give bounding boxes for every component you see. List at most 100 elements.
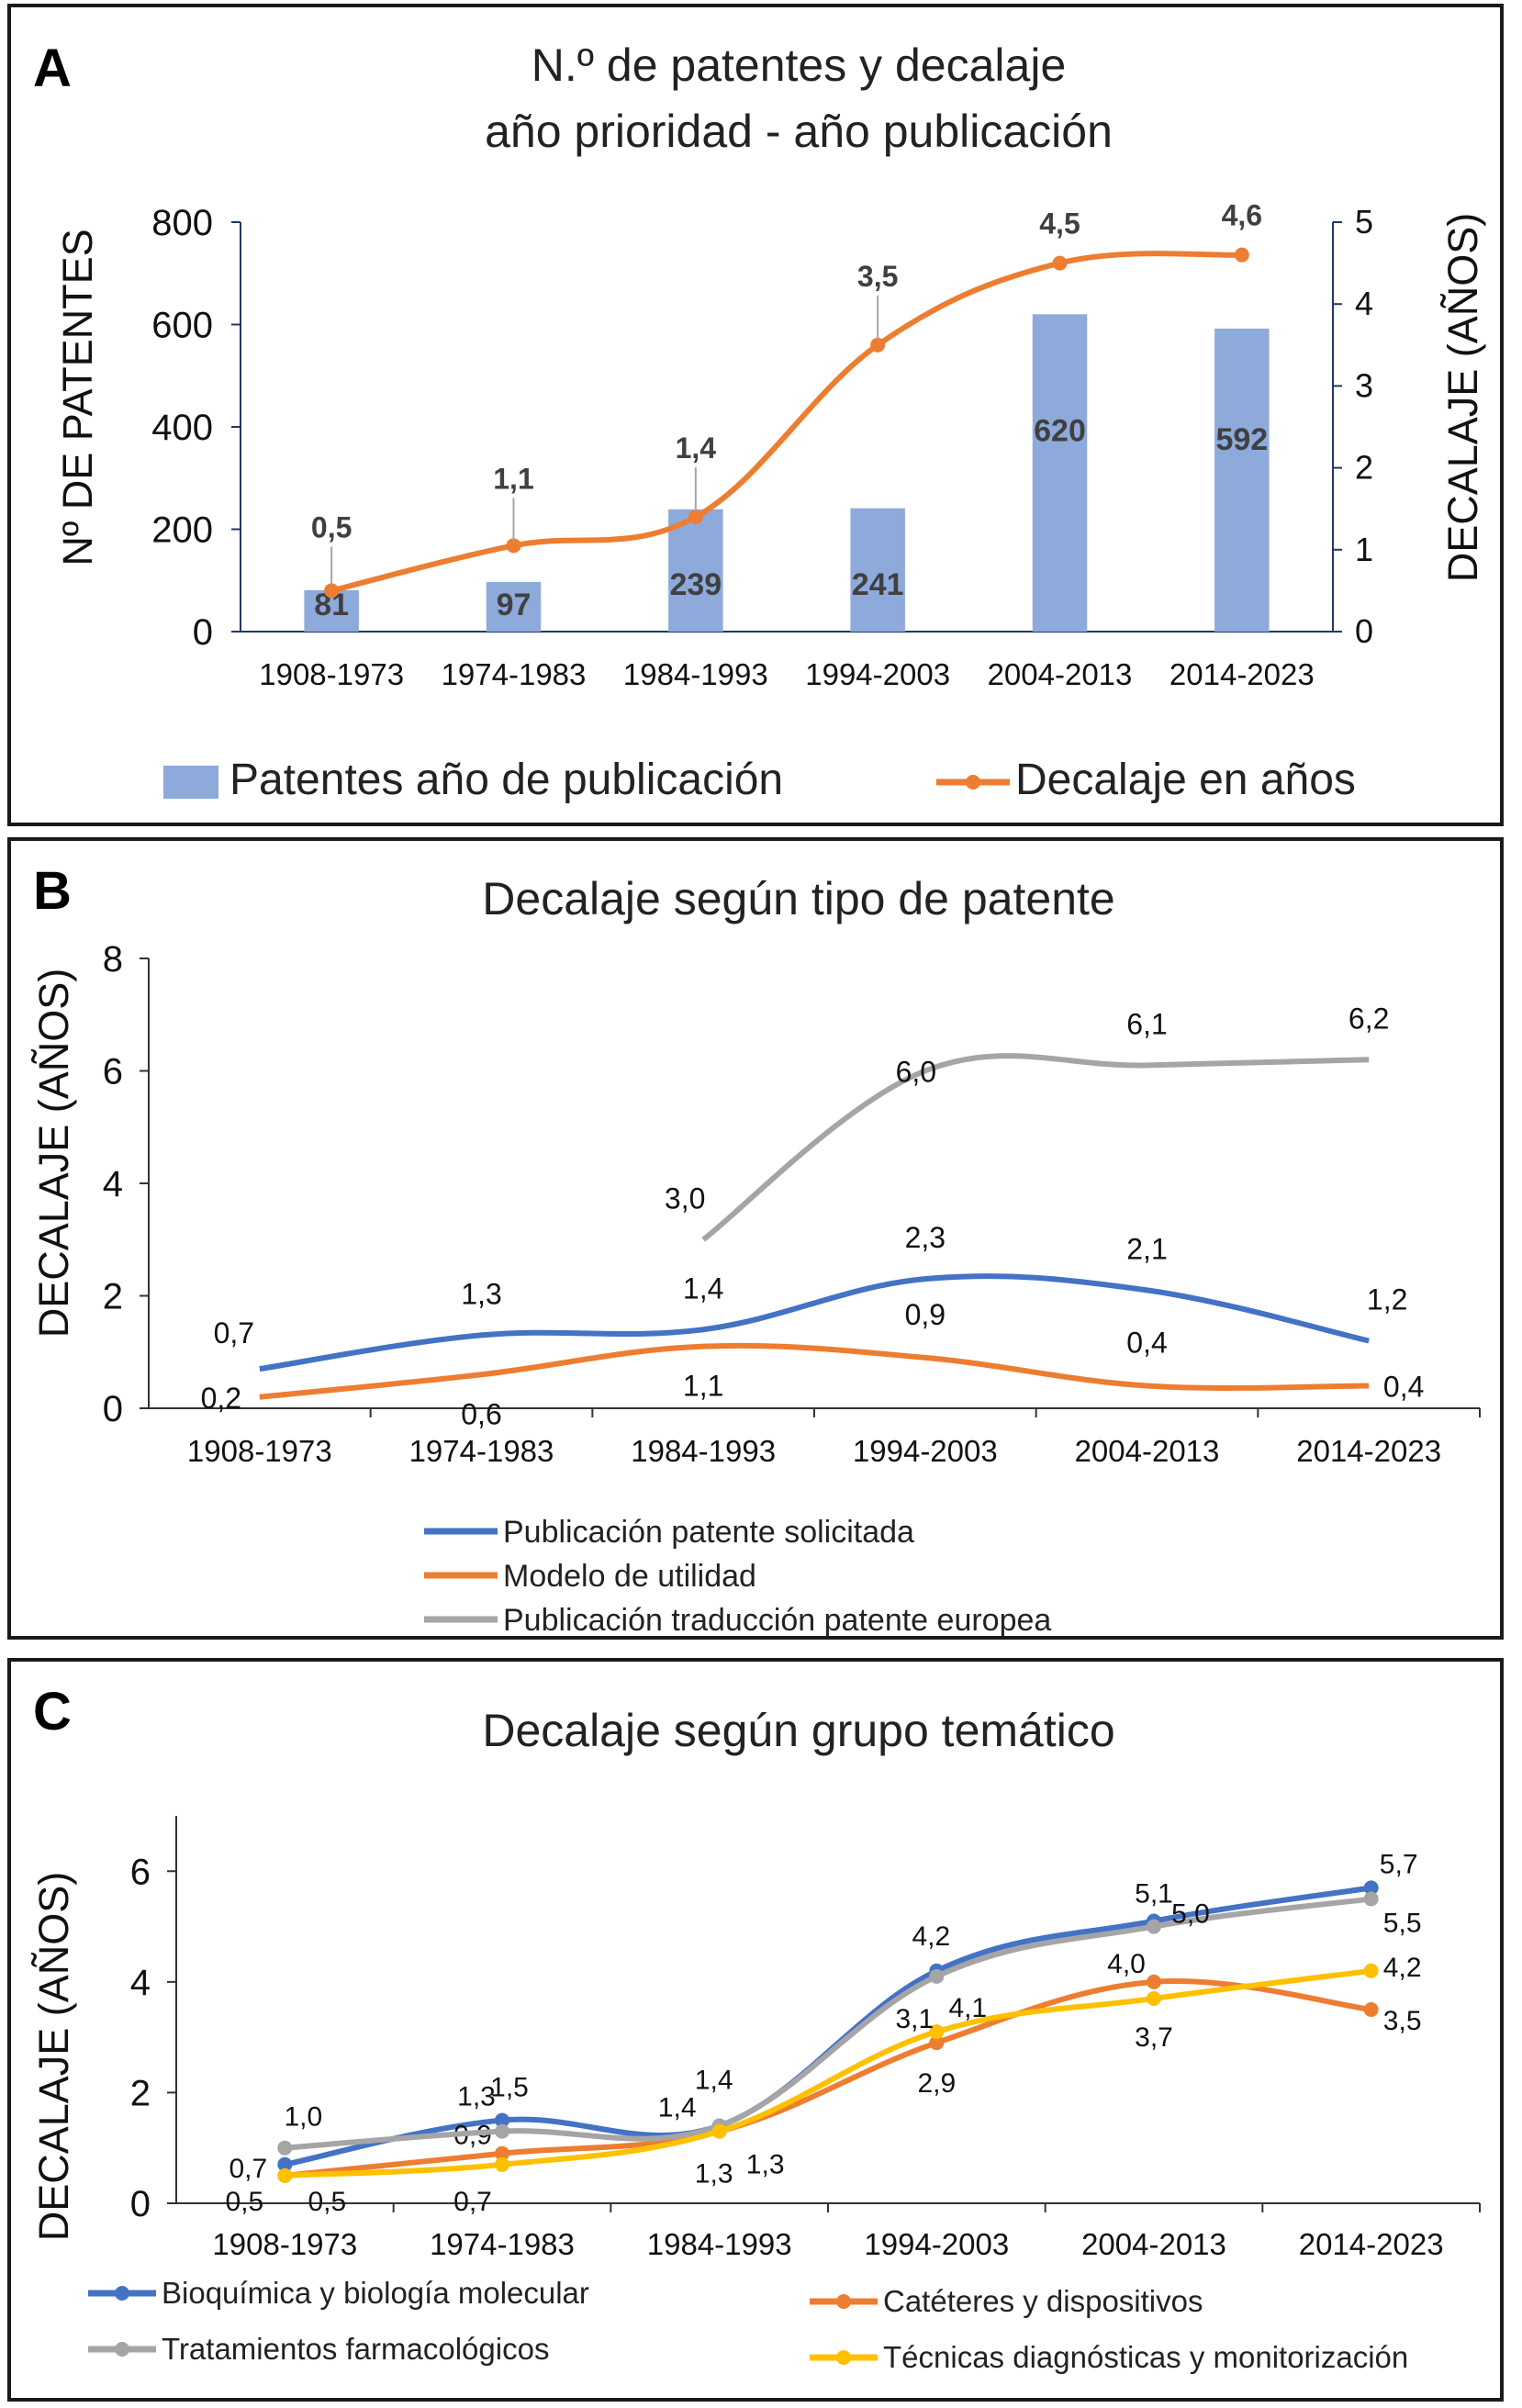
chart-c-line-series-0 <box>284 1885 1372 2167</box>
chart-a-ytick-label: 400 <box>151 408 213 448</box>
chart-b-data-label: 6,1 <box>1126 1007 1167 1040</box>
chart-c-data-label: 4,0 <box>1107 1949 1146 1979</box>
chart-c-data-label: 1,3 <box>695 2159 733 2190</box>
chart-b-title: Decalaje según tipo de patente <box>482 873 1114 924</box>
chart-b-ytick-label: 0 <box>103 1389 123 1429</box>
chart-a-ylabel: Nº DE PATENTES <box>54 229 101 566</box>
legend-c-marker-0 <box>115 2286 129 2301</box>
chart-a-y2tick-label: 2 <box>1355 449 1373 487</box>
chart-b-data-label: 6,2 <box>1349 1002 1389 1035</box>
chart-c-ytick-label: 4 <box>130 1963 151 2003</box>
chart-a-bar-label: 620 <box>1034 414 1086 449</box>
legend-b-label-2: Publicación traducción patente europea <box>503 1603 1051 1636</box>
chart-a-title-line1: N.º de patentes y decalaje <box>532 39 1067 91</box>
chart-c-data-label: 0,5 <box>225 2187 263 2217</box>
legend-c-label-2: Tratamientos farmacológicos <box>162 2332 549 2366</box>
legend-c-label-3: Técnicas diagnósticas y monitorización <box>883 2340 1408 2374</box>
chart-b-data-label: 0,9 <box>905 1298 946 1331</box>
chart-a-title-line2: año prioridad - año publicación <box>485 106 1113 157</box>
chart-b-xtick-label: 1994-2003 <box>853 1434 998 1468</box>
chart-c-xtick-label: 1974-1983 <box>430 2227 575 2261</box>
legend-c-marker-1 <box>836 2294 851 2309</box>
chart-a-line-label: 0,5 <box>311 510 352 543</box>
chart-c-data-label: 1,3 <box>457 2082 496 2112</box>
chart-c-data-label: 1,4 <box>695 2066 733 2096</box>
chart-a-bar <box>486 581 542 632</box>
legend-c-label-0: Bioquímica y biología molecular <box>162 2276 589 2310</box>
chart-a-line-point <box>506 538 521 554</box>
chart-a-ytick-label: 200 <box>151 510 213 551</box>
chart-c: C Decalaje según grupo temático DECALAJE… <box>30 1682 1481 2374</box>
chart-b-ytick-label: 6 <box>103 1052 123 1092</box>
chart-c-line-point <box>495 2112 509 2128</box>
chart-c-line-point <box>277 2167 293 2183</box>
chart-c-line-point <box>929 2035 945 2051</box>
chart-c-data-label: 5,7 <box>1380 1849 1418 1879</box>
chart-a-line-label: 1,1 <box>493 462 533 495</box>
chart-b-data-label: 0,4 <box>1383 1371 1424 1404</box>
chart-c-ytick-label: 6 <box>130 1852 151 1892</box>
chart-b-data-label: 2,3 <box>905 1221 946 1254</box>
chart-c-data-label: 1,3 <box>746 2150 785 2180</box>
chart-c-data-label: 5,1 <box>1135 1879 1173 1910</box>
chart-a-line-point <box>324 583 340 599</box>
chart-c-line-series-1 <box>285 1978 1372 2178</box>
chart-b-data-label: 0,6 <box>461 1397 501 1430</box>
chart-c-line-point <box>495 2156 509 2172</box>
chart-a-line-decalaje <box>330 251 1242 594</box>
chart-a-xtick-label: 1908-1973 <box>259 657 404 691</box>
chart-b-xtick-label: 2004-2013 <box>1075 1434 1220 1468</box>
chart-c-line-point <box>929 2024 945 2040</box>
chart-c-line-point <box>1363 1891 1379 1907</box>
chart-c-ytick-label: 0 <box>130 2184 151 2224</box>
chart-c-line-point <box>1147 1990 1161 2006</box>
chart-c-data-label: 1,5 <box>490 2073 529 2103</box>
chart-a-bar-label: 592 <box>1215 422 1268 457</box>
chart-a-bar-label: 241 <box>852 567 904 602</box>
chart-c-xtick-label: 1908-1973 <box>212 2227 357 2261</box>
chart-a-xtick-label: 1984-1993 <box>623 657 768 691</box>
chart-a-y2tick-label: 1 <box>1355 531 1373 568</box>
chart-c-line-series-3 <box>285 1967 1372 2178</box>
chart-a-bar <box>668 509 723 632</box>
chart-c-data-label: 3,1 <box>895 2004 934 2034</box>
chart-a-y2tick-label: 4 <box>1355 285 1373 322</box>
chart-b-ylabel: DECALAJE (AÑOS) <box>30 969 77 1338</box>
chart-c-line-point <box>495 2123 509 2139</box>
chart-b-ytick-label: 8 <box>103 939 123 980</box>
panel-letter-c: C <box>33 1682 72 1742</box>
legend-c-marker-3 <box>836 2350 851 2365</box>
chart-b-line-series-2 <box>701 1053 1370 1242</box>
chart-c-line-point <box>929 1968 945 1984</box>
chart-c-xtick-label: 2014-2023 <box>1299 2227 1444 2261</box>
legend-b-label-0: Publicación patente solicitada <box>503 1515 914 1550</box>
chart-a-y2tick-label: 0 <box>1355 612 1373 650</box>
legend-a-line-label: Decalaje en años <box>1015 756 1356 804</box>
legend-b-label-1: Modelo de utilidad <box>503 1559 756 1594</box>
chart-a-line-label: 3,5 <box>857 260 898 293</box>
chart-a: A N.º de patentes y decalaje año priorid… <box>33 39 1486 804</box>
chart-c-line-point <box>277 2156 293 2172</box>
legend-a-line-marker <box>966 775 980 790</box>
chart-c-line-point <box>1147 1974 1161 1989</box>
chart-a-line-point <box>1234 247 1249 263</box>
chart-c-data-label: 5,5 <box>1383 1908 1422 1938</box>
chart-b-data-label: 3,0 <box>665 1182 705 1215</box>
chart-b-data-label: 2,1 <box>1126 1232 1167 1265</box>
legend-c-label-1: Catéteres y dispositivos <box>883 2284 1203 2318</box>
chart-c-data-label: 3,7 <box>1135 2022 1173 2053</box>
chart-c-data-label: 5,0 <box>1171 1899 1210 1930</box>
chart-b-xtick-label: 2014-2023 <box>1296 1434 1441 1468</box>
chart-b-line-series-0 <box>259 1273 1370 1372</box>
chart-c-line-point <box>711 2123 727 2139</box>
chart-b-data-label: 0,7 <box>214 1316 254 1350</box>
chart-a-bar <box>1032 314 1088 632</box>
chart-b-xtick-label: 1984-1993 <box>631 1434 776 1468</box>
chart-c-ylabel: DECALAJE (AÑOS) <box>30 1872 77 2242</box>
panel-letter-a: A <box>33 39 72 98</box>
chart-b-xtick-label: 1908-1973 <box>187 1434 332 1468</box>
chart-c-data-label: 0,7 <box>453 2187 492 2217</box>
chart-a-ytick-label: 800 <box>151 203 213 243</box>
panel-a: A N.º de patentes y decalaje año priorid… <box>7 4 1504 826</box>
chart-c-data-label: 0,7 <box>229 2154 267 2184</box>
